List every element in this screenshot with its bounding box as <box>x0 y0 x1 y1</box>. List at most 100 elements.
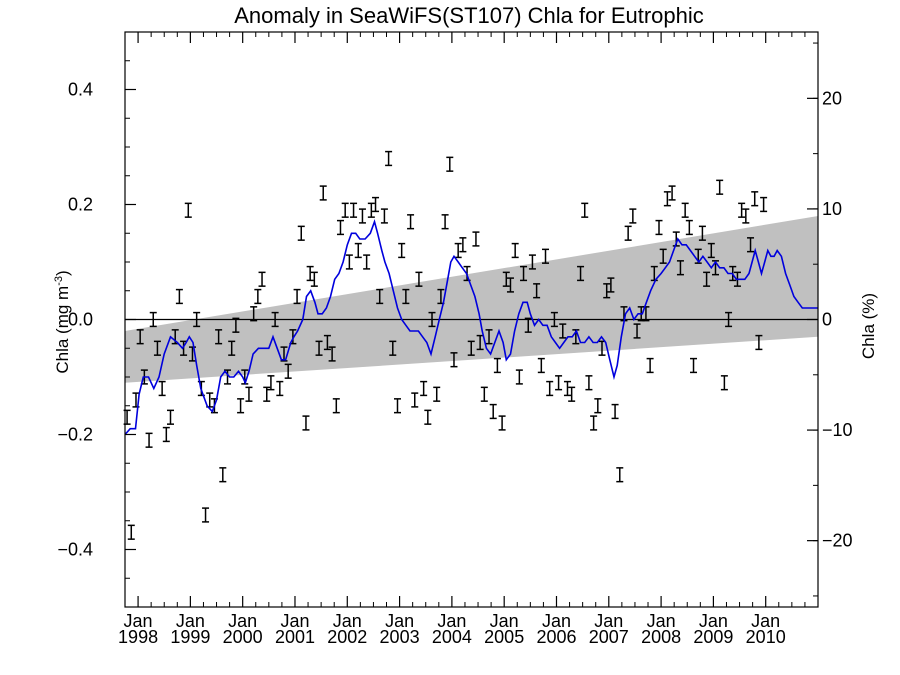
data-point <box>336 219 344 236</box>
data-point <box>624 225 632 241</box>
data-point <box>459 237 467 253</box>
data-point <box>755 334 763 351</box>
y-right-tick-label: 0 <box>822 310 832 330</box>
data-point <box>738 202 746 218</box>
data-point <box>162 426 170 443</box>
x-tick-label-year: 2000 <box>223 627 263 647</box>
data-point <box>407 214 415 230</box>
data-point <box>328 346 336 362</box>
y-right-tick-label: 20 <box>822 88 842 108</box>
data-point <box>136 329 144 345</box>
x-tick-label-month: Jan <box>490 611 519 631</box>
data-point <box>254 288 262 305</box>
y-right-tick-label: −10 <box>822 420 853 440</box>
data-point <box>707 242 715 259</box>
data-point <box>520 265 528 282</box>
data-point <box>725 311 733 328</box>
y-left-tick-label: 0.2 <box>68 195 93 215</box>
data-point <box>389 340 397 356</box>
data-point <box>433 386 441 402</box>
x-tick-label-month: Jan <box>280 611 309 631</box>
data-point <box>550 311 558 328</box>
data-point <box>528 254 536 270</box>
data-point <box>650 265 658 282</box>
data-point <box>345 254 353 270</box>
data-point <box>577 265 585 282</box>
data-point <box>398 242 406 259</box>
data-point <box>271 311 279 328</box>
data-points-layer <box>123 150 768 540</box>
data-point <box>428 311 436 328</box>
x-tick-label-year: 2008 <box>641 627 681 647</box>
data-point <box>184 202 192 218</box>
x-tick-label-year: 2010 <box>746 627 786 647</box>
data-point <box>284 363 292 379</box>
data-point <box>149 311 157 328</box>
data-point <box>215 329 223 345</box>
data-point <box>524 317 532 333</box>
x-tick-label-year: 2003 <box>380 627 420 647</box>
trend-band <box>125 216 818 383</box>
data-point <box>193 311 201 328</box>
data-point <box>611 403 619 420</box>
data-point <box>616 467 624 483</box>
data-point <box>476 334 484 351</box>
data-point <box>663 191 671 207</box>
data-point <box>280 346 288 362</box>
x-tick-label-year: 2007 <box>589 627 629 647</box>
data-point <box>315 340 323 356</box>
data-point <box>411 392 419 408</box>
data-point <box>642 306 650 322</box>
data-point <box>354 242 362 259</box>
data-point <box>760 196 768 213</box>
data-point <box>747 237 755 253</box>
data-point <box>450 352 458 368</box>
data-point <box>245 386 253 402</box>
data-point <box>263 386 271 402</box>
x-tick-label-month: Jan <box>699 611 728 631</box>
y-left-tick-label: 0.0 <box>68 310 93 330</box>
data-point <box>681 202 689 218</box>
x-tick-label-year: 2004 <box>432 627 472 647</box>
data-point <box>167 409 175 425</box>
data-point <box>581 202 589 218</box>
data-point <box>153 340 161 356</box>
y-axis-label-right: Chla (%) <box>859 293 878 359</box>
x-tick-label-month: Jan <box>124 611 153 631</box>
data-point <box>703 271 711 287</box>
data-point <box>424 409 432 425</box>
running-mean-layer <box>124 219 818 436</box>
trend-band-layer <box>125 216 818 383</box>
data-point <box>202 507 210 523</box>
data-point <box>363 254 371 270</box>
y-left-tick-label: 0.4 <box>68 80 93 100</box>
y-axis-label-left-text: Chla (mg m <box>53 286 72 374</box>
x-tick-label-month: Jan <box>228 611 257 631</box>
data-point <box>489 403 497 420</box>
data-point <box>293 288 301 305</box>
data-point <box>319 185 327 201</box>
data-point <box>676 260 684 276</box>
data-point <box>228 340 236 356</box>
data-point <box>511 242 519 259</box>
y-axis-label-left-close: ) <box>53 270 72 276</box>
x-tick-label-month: Jan <box>594 611 623 631</box>
data-point <box>380 208 388 224</box>
data-point <box>668 185 676 201</box>
data-point <box>533 283 541 299</box>
data-point <box>555 375 563 391</box>
data-point <box>376 288 384 305</box>
data-point <box>716 179 724 195</box>
data-point <box>372 196 380 213</box>
data-point <box>188 346 196 362</box>
data-point <box>690 357 698 374</box>
data-point <box>742 208 750 224</box>
y-right-tick-label: −20 <box>822 531 853 551</box>
data-point <box>454 242 462 259</box>
data-point <box>332 398 340 414</box>
data-point <box>385 150 393 167</box>
data-point <box>302 415 310 431</box>
data-point <box>393 398 401 414</box>
data-point <box>306 265 314 282</box>
x-tick-label-month: Jan <box>333 611 362 631</box>
